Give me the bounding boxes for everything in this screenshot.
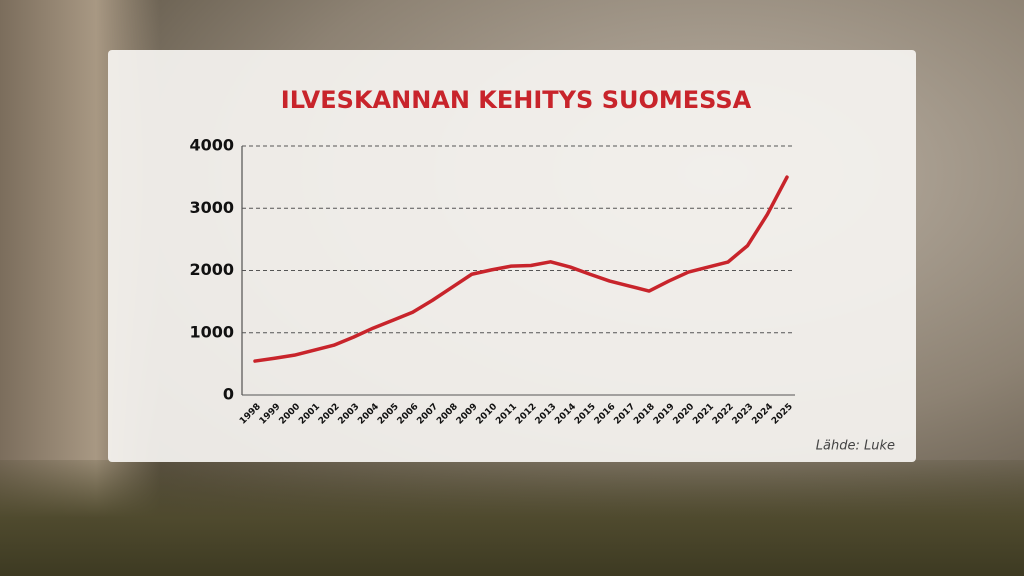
- x-tick-label: 2004: [356, 402, 381, 427]
- y-tick-label: 1000: [189, 322, 234, 341]
- x-tick-label: 2005: [376, 402, 401, 427]
- x-tick-label: 1999: [258, 402, 283, 427]
- source: Lähde: Luke: [816, 439, 895, 454]
- y-tick-label: 4000: [189, 136, 234, 155]
- y-tick-label: 0: [223, 385, 234, 404]
- x-tick-label: 2008: [435, 402, 460, 427]
- x-tick-label: 2019: [652, 402, 677, 427]
- x-tick-label: 2024: [750, 402, 775, 427]
- x-tick-label: 2009: [455, 402, 480, 427]
- x-tick-label: 2023: [731, 402, 756, 427]
- x-tick-label: 2000: [278, 402, 303, 427]
- x-tick-label: 2014: [553, 402, 578, 427]
- x-tick-label: 2006: [396, 402, 421, 427]
- grass: [0, 460, 1024, 576]
- x-tick-label: 2003: [337, 402, 362, 427]
- chart-title: ILVESKANNAN KEHITYS SUOMESSA: [281, 86, 752, 114]
- x-tick-label: 2010: [475, 402, 500, 427]
- x-tick-label: 2017: [612, 402, 637, 427]
- x-tick-label: 2001: [297, 402, 322, 427]
- x-tick-label: 2020: [672, 402, 697, 427]
- x-tick-label: 2013: [534, 402, 559, 427]
- x-tick-label: 2022: [711, 402, 736, 427]
- x-tick-label: 2012: [514, 402, 539, 427]
- x-tick-label: 2016: [593, 402, 618, 427]
- x-tick-label: 2018: [632, 402, 657, 427]
- x-tick-label: 2015: [573, 402, 598, 427]
- x-tick-label: 1998: [238, 402, 263, 427]
- x-tick-label: 2002: [317, 402, 342, 427]
- y-tick-label: 2000: [189, 260, 234, 279]
- chart-panel: [108, 50, 916, 462]
- x-tick-label: 2007: [415, 402, 440, 427]
- x-tick-label: 2025: [770, 402, 795, 427]
- x-tick-label: 2021: [691, 402, 716, 427]
- y-tick-label: 3000: [189, 198, 234, 217]
- x-tick-label: 2011: [494, 402, 519, 427]
- data-line: [253, 175, 789, 363]
